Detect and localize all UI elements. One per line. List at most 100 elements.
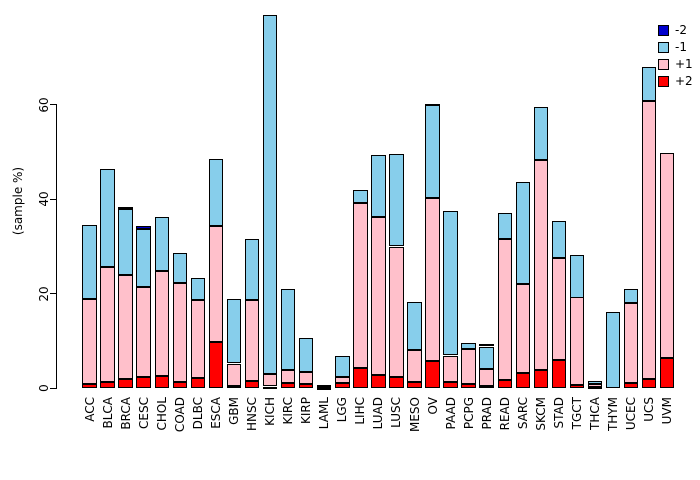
y-axis-line [56, 105, 57, 389]
x-axis-label-acc: ACC [82, 397, 97, 422]
x-axis-label-kirc: KIRC [281, 397, 296, 425]
x-axis-label-luad: LUAD [371, 397, 386, 430]
y-tick-label: 60 [37, 97, 51, 113]
bar-segment-cesc--1 [136, 229, 151, 287]
legend-swatch-icon [658, 42, 669, 53]
bar-segment-ucec-+1 [623, 302, 639, 384]
bar-segment-acc--1 [82, 224, 97, 299]
bar-segment-brca-+1 [118, 274, 133, 379]
x-axis-label-chol: CHOL [154, 397, 169, 431]
bar-segment-lusc--1 [389, 153, 404, 247]
bar-segment-thca-+1 [587, 383, 603, 388]
bar-segment-ucs-+1 [641, 100, 657, 379]
x-axis-label-read: READ [497, 397, 512, 431]
bar-segment-esca--1 [208, 159, 224, 227]
x-axis-label-ucec: UCEC [624, 397, 639, 431]
y-tick-mark [50, 104, 57, 106]
x-axis-label-prad: PRAD [479, 397, 494, 430]
legend-item: -2 [658, 22, 693, 39]
bar-segment-brca-+2 [118, 379, 133, 388]
bar-segment-read--1 [497, 212, 513, 239]
bar-segment-hnsc-+1 [244, 299, 260, 381]
bar-segment-kirc-+1 [280, 370, 296, 383]
x-axis-label-skcm: SKCM [533, 397, 548, 431]
bar-segment-lgg--1 [335, 355, 350, 377]
x-axis-label-dlbc: DLBC [190, 397, 205, 430]
bar-segment-uvm-+1 [659, 152, 675, 359]
bar-segment-blca-+1 [100, 266, 115, 383]
bar-segment-kich--1 [262, 15, 278, 374]
legend-item: -1 [658, 39, 693, 56]
x-axis-label-pcpg: PCPG [461, 397, 476, 430]
bar-segment-lusc-+2 [389, 377, 404, 388]
x-axis-label-blca: BLCA [100, 397, 115, 429]
bar-segment-cesc-+2 [136, 376, 151, 388]
bar-segment-gbm-+1 [226, 363, 242, 386]
bar-segment-kirp-+1 [298, 372, 314, 385]
bar-segment-paad--1 [443, 211, 458, 356]
bar-segment-laml-+2 [316, 387, 332, 390]
legend-swatch-icon [658, 59, 669, 70]
bar-segment-meso-+1 [407, 349, 422, 382]
legend-swatch-icon [658, 76, 669, 87]
bar-segment-tgct-+1 [569, 297, 585, 386]
bar-segment-hnsc--1 [244, 238, 260, 300]
x-axis-label-hnsc: HNSC [245, 397, 260, 431]
bar-segment-lihc-+2 [353, 368, 368, 388]
x-axis-label-thym: THYM [606, 397, 621, 432]
y-tick-mark [50, 198, 57, 200]
bar-segment-lihc-+1 [353, 203, 368, 369]
bar-segment-acc-+1 [82, 298, 97, 384]
bar-segment-dlbc--1 [190, 278, 206, 300]
bar-segment-blca-+2 [100, 382, 115, 388]
bar-segment-prad-+2 [479, 385, 494, 388]
bar-segment-prad--1 [479, 346, 494, 370]
bar-segment-tgct--1 [569, 255, 585, 298]
bar-segment-brca--1 [118, 208, 133, 275]
x-axis-label-meso: MESO [407, 397, 422, 432]
y-tick-label: 20 [37, 286, 51, 302]
bar-segment-ucs-+2 [641, 378, 657, 388]
bar-segment-ov--1 [425, 105, 440, 198]
bar-segment-kich-+1 [262, 373, 278, 387]
bar-segment-chol-+1 [154, 270, 170, 377]
bar-segment-ucec-+2 [623, 383, 639, 388]
bar-segment-kirc-+2 [280, 382, 296, 388]
x-axis-label-coad: COAD [172, 397, 187, 433]
x-axis-label-stad: STAD [551, 397, 566, 429]
legend: -2 -1 +1 +2 [658, 22, 693, 90]
bar-segment-sarc-+2 [515, 373, 531, 388]
x-axis-label-lusc: LUSC [389, 397, 404, 428]
bar-segment-brca--2 [118, 206, 133, 209]
bar-segment-luad-+2 [371, 374, 386, 388]
bar-segment-ucs--1 [641, 67, 657, 101]
bar-segment-thca--1 [587, 380, 603, 384]
bar-segment-dlbc-+2 [190, 378, 206, 388]
bar-segment-lusc-+1 [389, 246, 404, 378]
x-axis-label-ucs: UCS [642, 397, 657, 422]
x-axis-label-lgg: LGG [335, 397, 350, 423]
bar-segment-esca-+1 [208, 226, 224, 343]
legend-swatch-icon [658, 25, 669, 36]
bar-segment-pcpg-+1 [461, 348, 476, 385]
legend-label: +1 [675, 57, 693, 71]
bar-segment-skcm-+1 [533, 160, 549, 371]
bar-segment-sarc-+1 [515, 283, 531, 374]
bar-segment-lgg-+1 [335, 376, 350, 383]
bar-segment-cesc--2 [136, 226, 151, 229]
bar-segment-stad-+1 [551, 258, 567, 361]
bar-segment-cesc-+1 [136, 286, 151, 377]
bar-segment-gbm--1 [226, 298, 242, 364]
bar-segment-acc-+2 [82, 383, 97, 388]
bar-segment-sarc--1 [515, 182, 531, 284]
bar-segment-kirp-+2 [298, 384, 314, 388]
x-axis-label-thca: THCA [588, 397, 602, 430]
bar-segment-coad-+1 [172, 282, 188, 382]
bar-segment-pcpg--1 [461, 343, 476, 349]
bar-segment-gbm-+2 [226, 385, 242, 388]
bar-segment-kirp--1 [298, 338, 314, 373]
bar-segment-prad-+1 [479, 369, 494, 386]
bar-segment-pcpg-+2 [461, 384, 476, 388]
bar-segment-luad-+1 [371, 216, 386, 375]
bar-segment-stad-+2 [551, 360, 567, 388]
